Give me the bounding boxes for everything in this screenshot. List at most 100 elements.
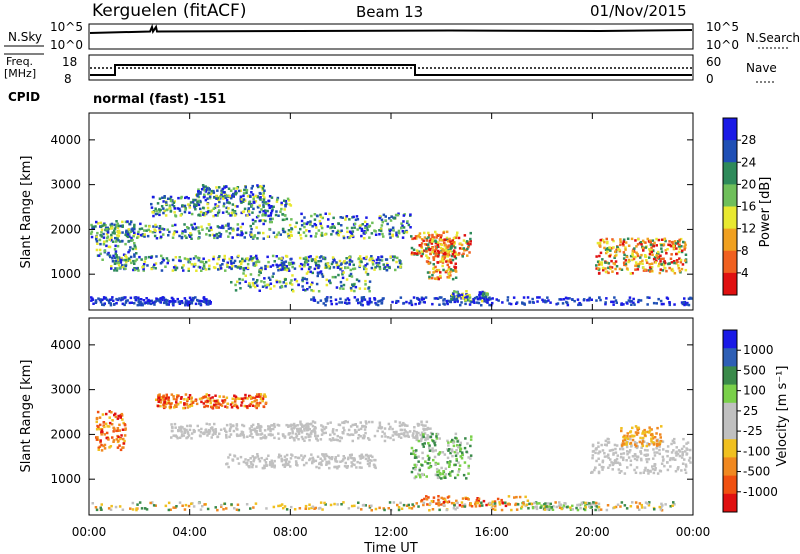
echo-cell <box>309 255 312 258</box>
echo-cell <box>319 213 322 217</box>
echo-cell <box>680 447 684 451</box>
echo-cell <box>447 275 450 279</box>
echo-cell <box>175 405 178 408</box>
echo-cell <box>290 283 294 286</box>
echo-cell <box>271 208 274 211</box>
echo-cell <box>528 301 531 304</box>
echo-cell <box>653 464 656 467</box>
echo-cell <box>422 503 425 507</box>
echo-cell <box>452 240 455 244</box>
echo-cell <box>252 459 255 463</box>
echo-cell <box>170 423 173 426</box>
echo-cell <box>117 229 121 233</box>
echo-cell <box>328 462 331 465</box>
echo-cell <box>658 271 662 275</box>
colorbar-tick-label: 12 <box>741 222 756 236</box>
echo-cell <box>646 449 649 452</box>
echo-cell <box>225 396 229 399</box>
echo-cell <box>435 433 438 436</box>
echo-cell <box>659 254 662 257</box>
echo-cell <box>337 454 340 457</box>
echo-cell <box>285 268 289 272</box>
echo-cell <box>319 222 322 225</box>
echo-cell <box>539 506 542 509</box>
echo-cell <box>416 297 419 300</box>
echo-cell <box>467 456 470 459</box>
echo-cell <box>262 405 265 408</box>
echo-cell <box>213 236 216 240</box>
echo-cell <box>214 203 217 206</box>
echo-cell <box>140 302 144 305</box>
echo-cell <box>427 442 430 445</box>
echo-cell <box>434 440 437 443</box>
echo-cell <box>230 503 233 506</box>
echo-cell <box>197 190 200 193</box>
echo-cell <box>400 507 404 510</box>
echo-cell <box>301 285 304 288</box>
echo-cell <box>644 430 648 434</box>
echo-cell <box>618 267 622 271</box>
echo-cell <box>277 437 281 440</box>
echo-cell <box>406 424 409 427</box>
echo-cell <box>292 436 295 440</box>
echo-cell <box>628 296 632 299</box>
echo-cell <box>133 225 136 229</box>
freq-label-line2: [MHz] <box>4 67 36 80</box>
echo-cell <box>99 252 102 256</box>
echo-cell <box>263 434 266 437</box>
echo-cell <box>278 280 282 284</box>
echo-cell <box>241 210 245 214</box>
echo-cell <box>432 496 436 499</box>
echo-cell <box>594 504 597 507</box>
echo-cell <box>99 439 102 442</box>
echo-cell <box>432 266 436 270</box>
echo-cell <box>116 230 119 233</box>
echo-cell <box>376 429 379 433</box>
echo-cell <box>632 301 635 305</box>
echo-cell <box>422 239 425 242</box>
echo-cell <box>287 432 291 435</box>
echo-cell <box>637 298 640 302</box>
echo-cell <box>117 439 120 443</box>
echo-cell <box>611 462 615 465</box>
echo-cell <box>220 404 224 407</box>
echo-cell <box>501 301 504 304</box>
echo-cell <box>410 470 414 474</box>
echo-cell <box>424 296 428 299</box>
echo-cell <box>632 297 635 301</box>
echo-cell <box>629 463 633 467</box>
echo-cell <box>262 204 265 207</box>
echo-cell <box>420 436 424 440</box>
echo-cell <box>431 273 434 277</box>
echo-cell <box>447 461 451 464</box>
echo-cell <box>102 232 105 236</box>
echo-cell <box>418 469 421 472</box>
echo-cell <box>404 424 407 427</box>
echo-cell <box>636 254 640 258</box>
echo-cell <box>167 399 171 403</box>
echo-cell <box>222 204 225 208</box>
echo-cell <box>257 403 260 407</box>
echo-cell <box>271 433 274 437</box>
echo-cell <box>412 432 415 435</box>
echo-cell <box>136 303 139 307</box>
echo-cell <box>332 257 335 261</box>
echo-cell <box>364 454 368 457</box>
echo-cell <box>643 448 647 452</box>
echo-cell <box>140 298 143 301</box>
echo-cell <box>199 260 202 263</box>
echo-cell <box>163 209 166 213</box>
echo-cell <box>276 196 280 200</box>
echo-cell <box>421 457 425 460</box>
echo-cell <box>640 442 644 445</box>
echo-cell <box>208 229 211 232</box>
echo-cell <box>252 207 255 211</box>
echo-cell <box>633 440 637 444</box>
echo-cell <box>363 237 366 240</box>
echo-cell <box>622 257 626 260</box>
echo-cell <box>184 229 187 232</box>
echo-cell <box>177 429 180 433</box>
echo-cell <box>216 189 219 192</box>
echo-cell <box>221 187 225 191</box>
echo-cell <box>452 444 456 448</box>
